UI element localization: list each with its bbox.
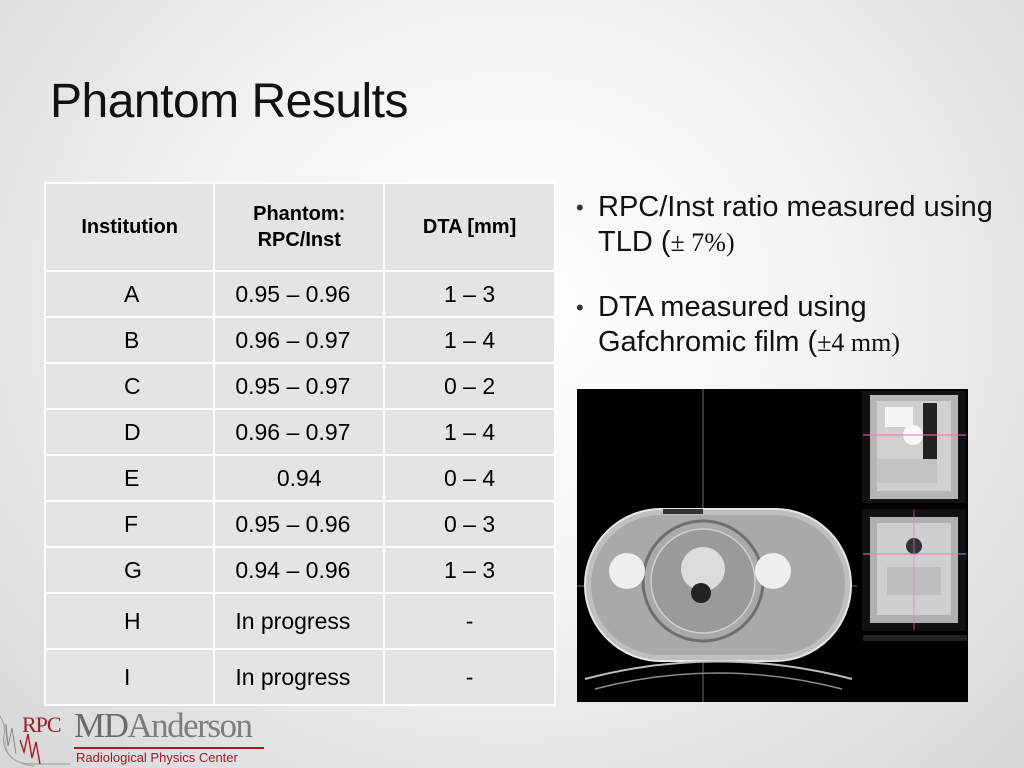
bullet-text: RPC/Inst ratio measured using TLD ( — [598, 191, 993, 258]
cell-dta: 0 – 4 — [383, 454, 556, 502]
cell-ratio: 0.94 – 0.96 — [213, 546, 386, 594]
header-phantom-ratio: Phantom: RPC/Inst — [213, 182, 386, 272]
cell-dta: 0 – 3 — [383, 500, 556, 548]
bullet-dot-icon: • — [576, 195, 584, 220]
table-row: A 0.95 – 0.96 1 – 3 — [43, 270, 556, 318]
cell-institution: E — [43, 454, 216, 502]
cell-institution: H — [43, 592, 216, 650]
mdanderson-name: MDAnderson — [74, 706, 253, 746]
table-row: D 0.96 – 0.97 1 – 4 — [43, 408, 556, 456]
cell-dta: - — [383, 648, 556, 706]
header-institution: Institution — [43, 182, 216, 272]
cell-ratio: 0.95 – 0.96 — [213, 270, 386, 318]
logo-subtitle: Radiological Physics Center — [76, 750, 238, 765]
table-row: E 0.94 0 – 4 — [43, 454, 556, 502]
cell-ratio: 0.95 – 0.97 — [213, 362, 386, 410]
cell-ratio: In progress — [213, 648, 386, 706]
cell-institution: A — [43, 270, 216, 318]
ct-scan-graphic — [577, 389, 968, 702]
bullet-close: ) — [891, 328, 901, 357]
cell-institution: C — [43, 362, 216, 410]
rpc-mdanderson-logo: RPC MDAnderson Radiological Physics Cent… — [0, 706, 265, 768]
anderson-part: Anderson — [127, 706, 253, 745]
cell-institution: B — [43, 316, 216, 364]
bullet-tld: • RPC/Inst ratio measured using TLD (± 7… — [576, 190, 1006, 260]
bullet-text: DTA measured using Gafchromic film ( — [598, 291, 867, 358]
ct-scan-image — [577, 389, 968, 702]
cell-ratio: 0.96 – 0.97 — [213, 316, 386, 364]
bullet-dta: • DTA measured using Gafchromic film (±4… — [576, 290, 1006, 360]
table-row: C 0.95 – 0.97 0 – 2 — [43, 362, 556, 410]
md-part: MD — [74, 706, 129, 745]
rpc-wave-icon — [0, 715, 70, 767]
cell-dta: 1 – 4 — [383, 316, 556, 364]
bullet-tolerance: ±4 mm — [817, 328, 892, 357]
cell-ratio: 0.95 – 0.96 — [213, 500, 386, 548]
bullet-dot-icon: • — [576, 295, 584, 320]
cell-dta: - — [383, 592, 556, 650]
bullet-close: ) — [725, 228, 735, 257]
header-dta: DTA [mm] — [383, 182, 556, 272]
table-row: B 0.96 – 0.97 1 – 4 — [43, 316, 556, 364]
cell-institution: G — [43, 546, 216, 594]
table-row: H In progress - — [43, 592, 556, 650]
cell-institution: F — [43, 500, 216, 548]
cell-institution: I — [43, 648, 216, 706]
cell-ratio: In progress — [213, 592, 386, 650]
logo-divider — [74, 747, 264, 749]
cell-dta: 1 – 3 — [383, 270, 556, 318]
table-row: I In progress - — [43, 648, 556, 706]
cell-dta: 1 – 3 — [383, 546, 556, 594]
cell-ratio: 0.94 — [213, 454, 386, 502]
bullet-tolerance: ± 7% — [670, 228, 726, 257]
results-table: Institution Phantom: RPC/Inst DTA [mm] A… — [43, 182, 556, 706]
cell-institution: D — [43, 408, 216, 456]
slide-title: Phantom Results — [50, 75, 409, 128]
table-header-row: Institution Phantom: RPC/Inst DTA [mm] — [43, 182, 556, 272]
table-row: F 0.95 – 0.96 0 – 3 — [43, 500, 556, 548]
cell-dta: 1 – 4 — [383, 408, 556, 456]
bullet-list: • RPC/Inst ratio measured using TLD (± 7… — [576, 190, 1006, 390]
cell-dta: 0 – 2 — [383, 362, 556, 410]
table-row: G 0.94 – 0.96 1 – 3 — [43, 546, 556, 594]
rpc-logo-text: RPC — [22, 712, 62, 737]
cell-ratio: 0.96 – 0.97 — [213, 408, 386, 456]
